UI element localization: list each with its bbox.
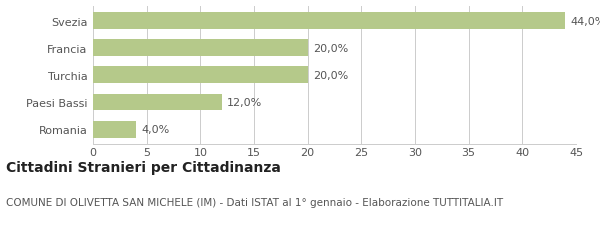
- Bar: [93, 121, 136, 138]
- Text: 44,0%: 44,0%: [571, 16, 600, 27]
- Text: 4,0%: 4,0%: [142, 125, 170, 135]
- Text: 20,0%: 20,0%: [313, 71, 348, 81]
- Text: 20,0%: 20,0%: [313, 44, 348, 54]
- Bar: [93, 67, 308, 84]
- Text: Cittadini Stranieri per Cittadinanza: Cittadini Stranieri per Cittadinanza: [6, 160, 281, 174]
- Bar: [93, 13, 565, 30]
- Text: COMUNE DI OLIVETTA SAN MICHELE (IM) - Dati ISTAT al 1° gennaio - Elaborazione TU: COMUNE DI OLIVETTA SAN MICHELE (IM) - Da…: [6, 197, 503, 207]
- Text: 12,0%: 12,0%: [227, 98, 262, 108]
- Bar: [93, 40, 308, 57]
- Bar: [93, 94, 222, 111]
